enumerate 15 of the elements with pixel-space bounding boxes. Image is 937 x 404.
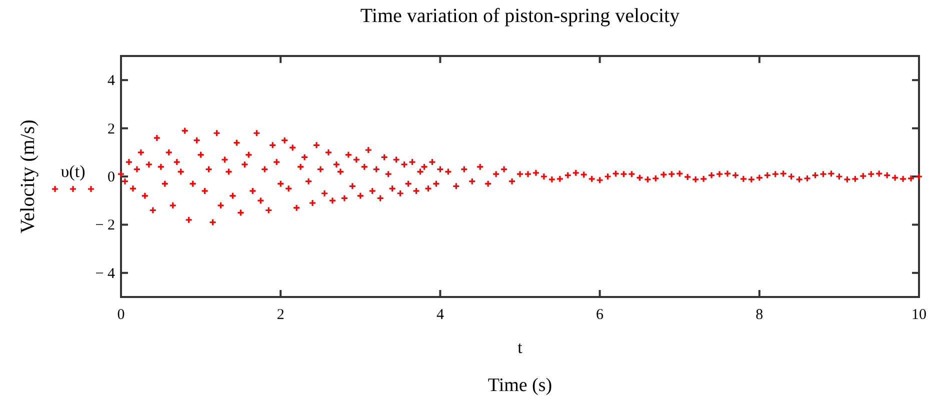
x-tick-label: 8	[756, 307, 764, 323]
y-tick-label: − 2	[95, 218, 115, 234]
y-tick-label: − 4	[95, 266, 116, 282]
x-tick-label: 10	[912, 307, 926, 323]
y-tick-label: 0	[108, 170, 115, 186]
x-tick-label: 2	[276, 307, 284, 323]
text: t	[518, 338, 523, 357]
y-axis-title: Velocity (m/s)	[17, 120, 39, 234]
series-label: υ(t)	[60, 162, 86, 181]
chart-title: Time variation of piston-spring velocity	[360, 5, 680, 27]
y-tick-label: 2	[108, 121, 115, 138]
x-tick-label: 4	[436, 307, 444, 323]
x-axis-title: Time (s)	[488, 375, 552, 396]
y-tick-label: 4	[108, 73, 116, 90]
x-tick-label: 6	[596, 307, 604, 323]
